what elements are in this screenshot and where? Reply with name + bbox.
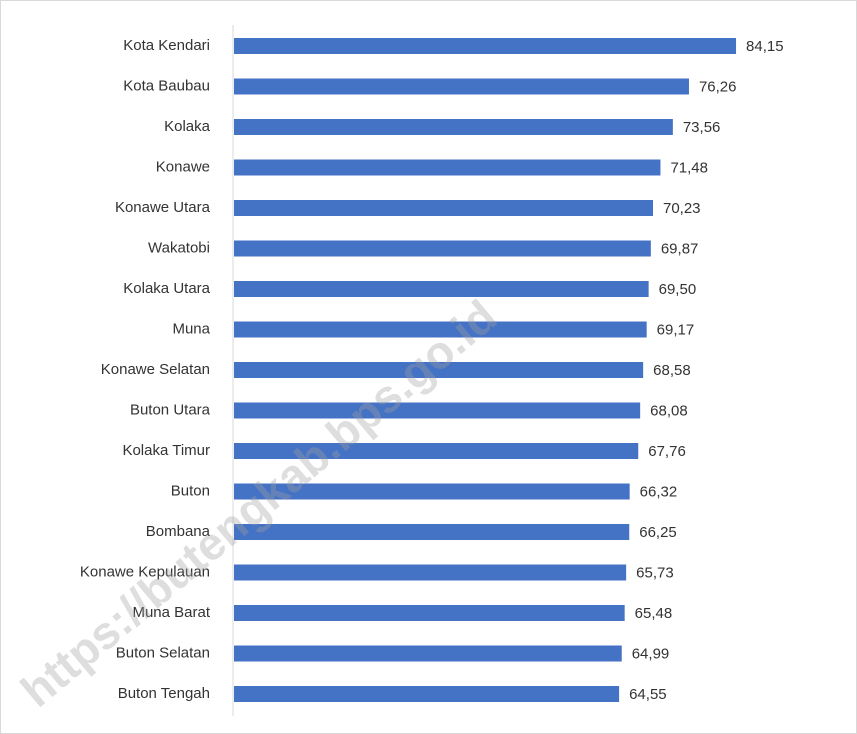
- value-label: 64,55: [629, 686, 667, 703]
- value-label: 69,17: [657, 321, 695, 338]
- bar: [234, 564, 627, 581]
- value-label: 66,32: [640, 483, 678, 500]
- value-label: 68,08: [650, 402, 688, 419]
- bar: [234, 402, 641, 419]
- bar: [234, 686, 620, 702]
- value-label: 70,23: [663, 200, 701, 217]
- bar: [234, 38, 737, 54]
- bar: [234, 524, 630, 540]
- value-label: 69,87: [661, 240, 699, 257]
- y-tick-label: Kolaka Timur: [122, 442, 210, 459]
- value-label: 84,15: [746, 38, 784, 55]
- y-tick-label: Kota Baubau: [123, 77, 210, 94]
- value-label: 76,26: [699, 78, 737, 95]
- value-label: 66,25: [639, 524, 677, 541]
- y-tick-label: Konawe Utara: [115, 199, 211, 216]
- value-label: 71,48: [670, 159, 708, 176]
- bar: [234, 159, 661, 176]
- y-tick-label: Buton: [171, 482, 210, 499]
- bar: [234, 240, 651, 257]
- bar: [234, 321, 647, 338]
- bar: [234, 200, 653, 216]
- y-tick-label: Buton Tengah: [118, 685, 210, 702]
- y-tick-label: Buton Utara: [130, 401, 211, 418]
- y-tick-label: Wakatobi: [148, 239, 210, 256]
- value-label: 65,73: [636, 564, 674, 581]
- bar: [234, 483, 630, 500]
- bar: [234, 362, 644, 378]
- bar: [234, 605, 625, 621]
- y-tick-label: Muna Barat: [132, 604, 210, 621]
- y-tick-label: Konawe: [156, 158, 210, 175]
- y-tick-label: Kolaka: [164, 118, 211, 135]
- bar: [234, 645, 622, 662]
- y-tick-label: Muna: [172, 320, 210, 337]
- y-tick-label: Bombana: [146, 523, 211, 540]
- y-tick-label: Kolaka Utara: [123, 280, 210, 297]
- y-tick-label: Buton Selatan: [116, 644, 210, 661]
- bar: [234, 443, 639, 459]
- bar: [234, 281, 649, 297]
- bar: [234, 119, 673, 135]
- bar: [234, 78, 689, 95]
- value-label: 73,56: [683, 119, 721, 136]
- value-label: 64,99: [632, 645, 670, 662]
- value-label: 69,50: [659, 281, 697, 298]
- value-label: 67,76: [648, 443, 686, 460]
- y-tick-label: Kota Kendari: [123, 37, 210, 54]
- y-tick-label: Konawe Selatan: [101, 361, 210, 378]
- value-label: 65,48: [635, 605, 673, 622]
- value-label: 68,58: [653, 362, 691, 379]
- y-tick-label: Konawe Kepulauan: [80, 563, 210, 580]
